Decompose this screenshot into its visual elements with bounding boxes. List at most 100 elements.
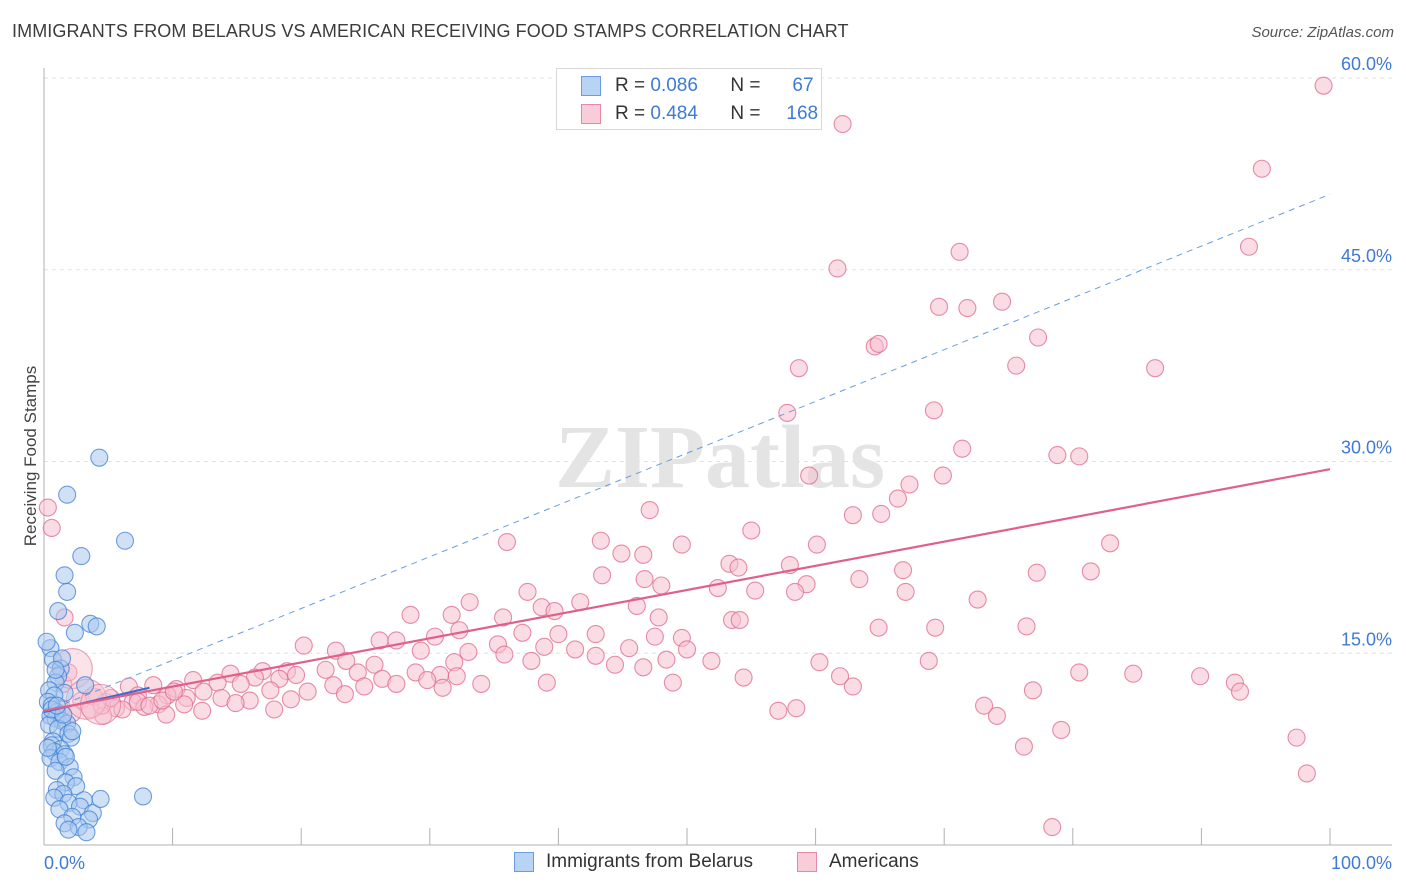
data-point [1230,682,1250,701]
data-point [1191,667,1210,686]
data-point [677,640,697,659]
data-point [418,671,437,690]
data-point [649,608,668,627]
data-point [294,636,313,655]
data-point [850,570,869,589]
legend-r-value: 0.484 [650,103,698,124]
legend-n-label: N = [730,75,766,96]
data-point [810,653,829,672]
data-point [87,617,106,636]
data-point [635,570,654,589]
data-point [729,558,748,577]
data-point [933,466,952,485]
data-point [968,590,987,609]
data-point [442,605,461,624]
data-point [926,618,945,637]
data-point [663,673,682,692]
data-point [612,544,631,563]
data-point [652,576,671,595]
data-point [975,696,994,715]
data-point [387,674,406,693]
trend-layer [43,193,1331,714]
data-point [930,297,949,316]
data-point [789,359,808,378]
legend-swatch-americans [581,104,601,124]
data-point [133,787,153,806]
bottom-legend-belarus: Immigrants from Belarus [514,851,753,873]
data-point [828,259,847,278]
data-point [411,641,430,660]
data-point [657,650,676,669]
data-point [65,623,84,642]
data-point [401,605,420,624]
data-point [1048,446,1067,465]
data-point [497,532,517,552]
data-point [535,637,554,656]
data-point [42,518,61,538]
data-point [37,632,56,651]
data-point [843,506,862,525]
data-point [645,627,664,646]
data-point [1239,237,1259,256]
data-point [634,545,653,564]
data-point [1070,663,1089,682]
data-point [1052,720,1071,740]
data-point [287,665,306,685]
data-point [1297,764,1316,783]
data-point [888,489,907,508]
data-point [194,682,213,701]
data-point [800,466,819,485]
data-point [77,823,96,842]
data-point [298,682,317,701]
data-point [1124,664,1143,683]
legend-n-value: 168 [786,103,819,124]
legend-r-value: 0.086 [650,75,698,96]
data-point [38,738,57,757]
data-point [115,531,135,550]
legend-row-americans: R = 0.484 N = 168 [581,102,818,126]
watermark: ZIPatlas [555,408,885,507]
x-tick-label-min: 0.0% [44,853,85,873]
data-point [459,642,478,662]
y-tick-label: 45.0% [1341,246,1392,266]
data-point [472,674,491,693]
data-point [746,581,765,600]
y-tick-label: 15.0% [1341,629,1392,649]
data-point [49,602,68,621]
data-point [843,677,862,696]
data-point [261,681,280,700]
data-point [76,676,95,695]
data-point [900,475,919,494]
data-point [893,561,913,580]
data-point [987,706,1006,725]
data-point [1007,356,1026,375]
data-point [495,645,514,664]
data-point [586,625,605,644]
data-point [91,789,110,809]
data-point [447,667,466,686]
data-point [537,673,556,692]
data-point [785,582,805,601]
data-point [522,651,541,670]
data-point [1101,534,1120,553]
data-point [1252,159,1271,178]
data-point [807,535,826,554]
bottom-legend-swatch-americans [797,852,817,872]
bottom-legend-label-americans: Americans [829,851,919,872]
data-point [833,114,852,134]
data-point [640,501,659,520]
data-point [316,660,335,679]
data-point [993,292,1012,311]
chart-title: IMMIGRANTS FROM BELARUS VS AMERICAN RECE… [12,21,849,41]
tick-labels: 15.0% 30.0% 45.0% 60.0% 0.0% 100.0% [44,54,1392,873]
data-point [1017,617,1036,636]
legend-row-belarus: R = 0.086 N = 67 [581,74,814,98]
data-point [513,623,532,642]
data-point [58,582,77,601]
data-point [1314,76,1333,95]
data-point [1070,447,1089,466]
data-point [1023,681,1042,700]
legend-r-label: R = [615,103,651,124]
data-point [1014,737,1033,756]
